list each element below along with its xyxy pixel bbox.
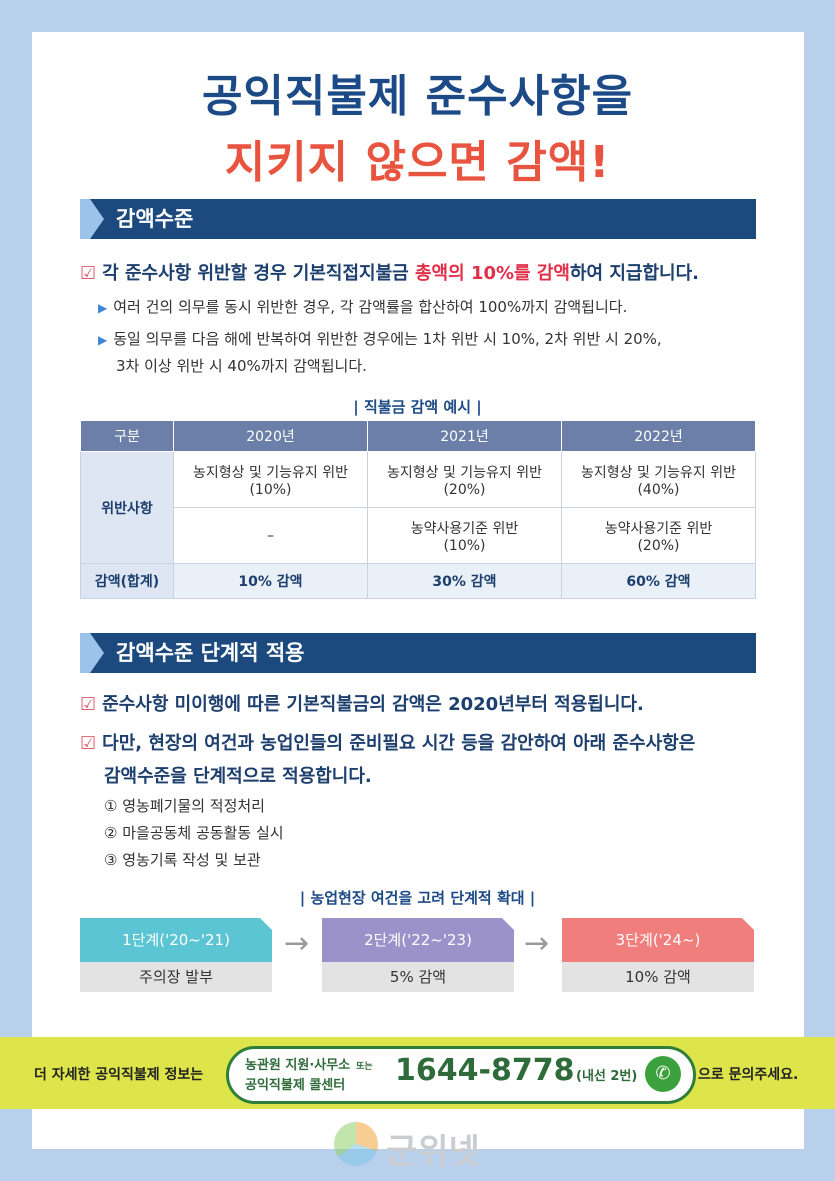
- table-sum-row: 감액(합계) 10% 감액 30% 감액 60% 감액: [80, 563, 756, 599]
- stage-3-head: 3단계('24~): [562, 918, 754, 962]
- arrow-right-icon: →: [524, 926, 550, 961]
- check-item-phased-cont: 감액수준을 단계적으로 적용합니다.: [104, 766, 372, 787]
- bullet-simultaneous-violation: ▶ 여러 건의 의무를 동시 위반한 경우, 각 감액률을 합산하여 100%까지…: [98, 298, 628, 316]
- stages-caption: | 농업현장 여건을 고려 단계적 확대 |: [299, 889, 536, 907]
- contact-call-center: 공익직불제 콜센터: [245, 1078, 346, 1093]
- section-heading-phased: 감액수준 단계적 적용: [80, 633, 756, 673]
- checkbox-icon: ☑: [80, 263, 97, 284]
- list-item: ① 영농폐기물의 적정처리: [104, 797, 265, 815]
- bullet-repeated-violation-cont: 3차 이상 위반 시 40%까지 감액됩니다.: [116, 357, 367, 375]
- row-label-violation: 위반사항: [80, 451, 174, 564]
- phone-icon: ✆: [645, 1056, 681, 1092]
- reduction-example-table: 구분 2020년 2021년 2022년 위반사항 농지형상 및 기능유지 위반…: [80, 420, 756, 599]
- table-cell: 농약사용기준 위반 (20%): [561, 507, 756, 564]
- table-caption: | 직불금 감액 예시 |: [353, 398, 482, 416]
- table-header-cell: 2022년: [561, 420, 756, 452]
- table-header-cell: 2021년: [367, 420, 562, 452]
- watermark-text: 군위넷: [386, 1132, 480, 1172]
- stage-2-body: 5% 감액: [322, 962, 514, 992]
- row-label-sum: 감액(합계): [80, 563, 174, 599]
- table-cell: –: [173, 507, 368, 564]
- table-header-row: 구분 2020년 2021년 2022년: [80, 420, 756, 452]
- section-heading-label: 감액수준 단계적 적용: [116, 641, 305, 665]
- contact-pill: 농관원 지원·사무소 또는 공익직불제 콜센터 1644-8778 (내선 2번)…: [226, 1046, 696, 1104]
- stage-1-head: 1단계('20~'21): [80, 918, 272, 962]
- highlight-text: 총액의 10%를 감액: [415, 263, 570, 284]
- stage-1-body: 주의장 발부: [80, 962, 272, 992]
- heading-tab-decoration: [80, 199, 90, 239]
- stage-1: 1단계('20~'21) 주의장 발부: [80, 918, 272, 992]
- section-heading-reduction-level: 감액수준: [80, 199, 756, 239]
- table-cell: 10% 감액: [173, 563, 368, 599]
- list-item: ③ 영농기록 작성 및 보관: [104, 851, 261, 869]
- table-cell: 농약사용기준 위반 (10%): [367, 507, 562, 564]
- footer-contact-bar: 더 자세한 공익직불제 정보는 농관원 지원·사무소 또는 공익직불제 콜센터 1…: [0, 1037, 835, 1109]
- contact-office: 농관원 지원·사무소 또는: [245, 1058, 373, 1073]
- table-cell: 농지형상 및 기능유지 위반 (40%): [561, 451, 756, 508]
- table-cell: 30% 감액: [367, 563, 562, 599]
- title-line1: 공익직불제 준수사항을: [201, 71, 634, 122]
- footer-prefix: 더 자세한 공익직불제 정보는: [34, 1067, 204, 1083]
- title-line2: 지키지 않으면 감액!: [224, 137, 611, 188]
- arrow-right-icon: →: [284, 926, 310, 961]
- heading-arrow-icon: [90, 633, 104, 673]
- table-cell: 60% 감액: [561, 563, 756, 599]
- check-item-reduction-rule: ☑ 각 준수사항 위반할 경우 기본직접지불금 총액의 10%를 감액하여 지급합…: [80, 263, 700, 284]
- table-header-cell: 구분: [80, 420, 174, 452]
- phone-number[interactable]: 1644-8778: [395, 1053, 575, 1088]
- table-cell: 농지형상 및 기능유지 위반 (20%): [367, 451, 562, 508]
- section-heading-label: 감액수준: [116, 207, 194, 231]
- table-row: 위반사항 농지형상 및 기능유지 위반 (10%) 농지형상 및 기능유지 위반(…: [80, 451, 756, 564]
- table-header-cell: 2020년: [173, 420, 368, 452]
- check-item-phased: ☑ 다만, 현장의 여건과 농업인들의 준비필요 시간 등을 감안하여 아래 준수…: [80, 733, 696, 754]
- phone-extension: (내선 2번): [576, 1069, 638, 1084]
- checkbox-icon: ☑: [80, 733, 97, 754]
- heading-arrow-icon: [90, 199, 104, 239]
- watermark-logo-icon: [334, 1122, 378, 1166]
- list-item: ② 마을공동체 공동활동 실시: [104, 824, 284, 842]
- check-item-applied-2020: ☑ 준수사항 미이행에 따른 기본직불금의 감액은 2020년부터 적용됩니다.: [80, 694, 644, 715]
- table-row: – 농약사용기준 위반 (10%) 농약사용기준 위반 (20%): [81, 507, 756, 564]
- footer-suffix: 으로 문의주세요.: [698, 1067, 799, 1083]
- triangle-bullet-icon: ▶: [98, 301, 108, 315]
- stage-3: 3단계('24~) 10% 감액: [562, 918, 754, 992]
- stage-2-head: 2단계('22~'23): [322, 918, 514, 962]
- table-cell: 농지형상 및 기능유지 위반 (10%): [173, 451, 368, 508]
- stage-2: 2단계('22~'23) 5% 감액: [322, 918, 514, 992]
- heading-tab-decoration: [80, 633, 90, 673]
- stage-3-body: 10% 감액: [562, 962, 754, 992]
- triangle-bullet-icon: ▶: [98, 333, 108, 347]
- checkbox-icon: ☑: [80, 694, 97, 715]
- bullet-repeated-violation: ▶ 동일 의무를 다음 해에 반복하여 위반한 경우에는 1차 위반 시 10%,…: [98, 330, 662, 348]
